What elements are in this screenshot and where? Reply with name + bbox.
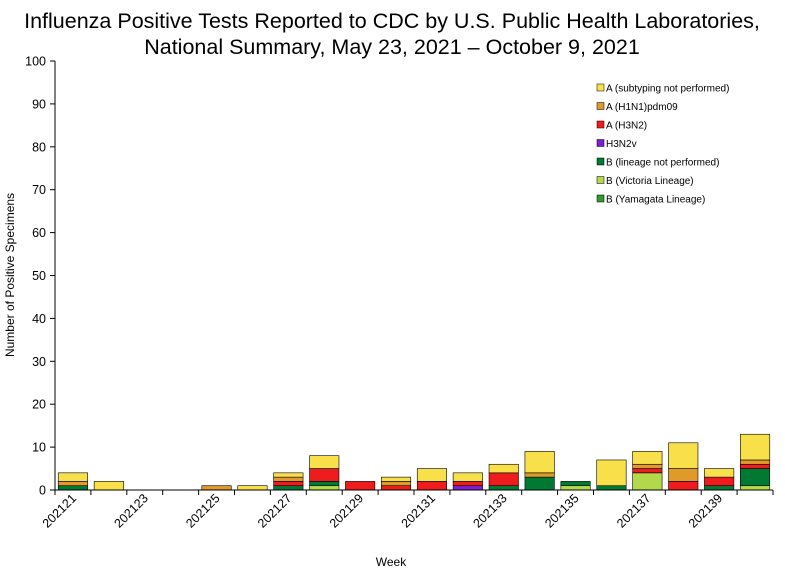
legend-swatch: [596, 139, 605, 147]
legend-label: B (lineage not performed): [606, 158, 719, 169]
bar-202128-series-1: [309, 485, 340, 491]
bar-202131-series-4: [416, 481, 447, 491]
bar-202130-series-5: [381, 481, 412, 487]
bar-202134-series-5: [524, 472, 555, 478]
bar-202138-series-6: [668, 442, 699, 469]
bar-202140-series-5: [740, 459, 771, 465]
bar-202137-series-5: [632, 463, 663, 469]
legend-swatch: [596, 120, 605, 129]
bar-202121-series-6: [57, 472, 88, 482]
y-tick-label: 40: [32, 312, 46, 326]
legend-label: A (H1N1)pdm09: [606, 102, 678, 113]
x-tick-label: 202129: [327, 491, 366, 530]
bar-202137-series-6: [632, 451, 663, 465]
bar-202126-series-6: [237, 485, 268, 491]
bar-202127-series-2: [273, 485, 304, 491]
y-tick-label: 100: [25, 55, 46, 69]
bar-202140-series-6: [740, 433, 771, 461]
y-tick-label: 60: [32, 226, 46, 240]
y-tick-label: 10: [32, 441, 46, 455]
bar-202127-series-6: [273, 472, 304, 478]
bar-202138-series-4: [668, 481, 699, 491]
legend-label: A (H3N2): [606, 121, 647, 132]
legend-label: A (subtyping not performed): [606, 84, 729, 95]
bar-202128-series-4: [309, 468, 340, 482]
bar-202129-series-4: [345, 481, 376, 491]
bar-202134-series-2: [524, 476, 555, 491]
legend-label: H3N2v: [606, 139, 637, 150]
bar-202133-series-2: [488, 485, 519, 491]
bar-202130-series-4: [381, 485, 412, 491]
legend-swatch: [596, 83, 605, 92]
y-axis-label: Number of Positive Specimens: [3, 193, 17, 357]
bar-202132-series-6: [452, 472, 483, 482]
bar-202136-series-2: [596, 485, 627, 491]
bar-202122-series-6: [93, 481, 124, 491]
x-tick-label: 202131: [399, 491, 438, 530]
x-tick-label: 202133: [470, 491, 509, 530]
legend-label: B (Yamagata Lineage): [606, 195, 705, 206]
x-tick-label: 202125: [183, 491, 222, 530]
y-axis: 0 10 20 30 40 50 60 70 80 90 100: [25, 55, 56, 498]
bar-202139-series-4: [704, 476, 735, 487]
legend-swatch: [596, 102, 605, 110]
bar-202133-series-6: [488, 463, 519, 474]
bar-202121-series-2: [57, 485, 88, 491]
x-tick-label: 202127: [255, 491, 294, 530]
y-tick-label: 90: [32, 97, 46, 111]
bar-202134-series-6: [524, 451, 555, 474]
bar-202135-series-1: [560, 485, 591, 491]
bar-202121-series-5: [57, 481, 88, 487]
bar-202131-series-6: [416, 468, 447, 482]
bar-202132-series-4: [452, 481, 483, 487]
x-axis-label: Week: [376, 555, 407, 569]
x-tick-label: 202135: [542, 491, 581, 530]
bar-202137-series-4: [632, 468, 663, 474]
y-tick-label: 30: [32, 355, 46, 369]
bar-202132-series-3: [452, 485, 483, 491]
bar-202136-series-6: [596, 459, 627, 487]
x-axis: 202121 202123 202125 202127 202129 202131 2021…: [40, 489, 774, 531]
bar-202140-series-2: [740, 468, 771, 487]
bar-202135-series-2: [560, 481, 591, 487]
bar-202128-series-2: [309, 481, 340, 487]
bar-202139-series-6: [704, 468, 735, 478]
y-tick-label: 80: [32, 140, 46, 154]
bar-202128-series-6: [309, 455, 340, 469]
bar-202140-series-1: [740, 485, 771, 491]
legend-swatch: [596, 157, 605, 166]
legend: A (subtyping not performed) A (H1N1)pdm09…: [596, 83, 729, 206]
y-tick-label: 20: [32, 398, 46, 412]
bar-202133-series-4: [488, 472, 519, 487]
chart-title-line1: Influenza Positive Tests Reported to CDC…: [24, 9, 760, 33]
bar-202127-series-5: [273, 476, 304, 482]
bar-202139-series-2: [704, 485, 735, 491]
chart-title-line2: National Summary, May 23, 2021 – October…: [144, 35, 640, 59]
legend-swatch: [596, 176, 605, 184]
x-tick-label: 202139: [686, 491, 725, 530]
x-tick-label: 202137: [614, 491, 653, 530]
bar-202137-series-1: [632, 472, 663, 491]
bar-202138-series-5: [668, 468, 699, 482]
bar-202125-series-5: [201, 485, 232, 491]
x-tick-label: 202123: [112, 491, 151, 530]
y-tick-label: 50: [32, 269, 46, 283]
legend-swatch: [596, 194, 605, 203]
y-tick-label: 70: [32, 183, 46, 197]
bar-202127-series-4: [273, 481, 304, 487]
bar-202130-series-6: [381, 476, 412, 482]
bars-group: [57, 433, 771, 491]
bar-202140-series-4: [740, 463, 771, 469]
legend-label: B (Victoria Lineage): [606, 176, 694, 187]
y-tick-label: 0: [39, 484, 46, 498]
